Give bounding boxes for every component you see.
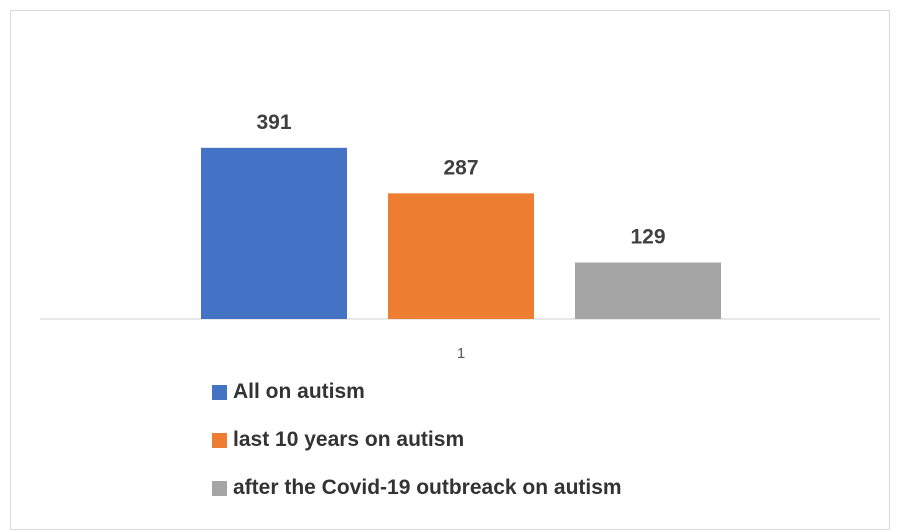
bars-group	[201, 147, 721, 319]
bar-2	[388, 193, 534, 319]
legend: All on autism last 10 years on autism af…	[212, 380, 622, 524]
data-labels-group: 391 287 129	[256, 111, 665, 249]
legend-item-all-on-autism: All on autism	[212, 380, 622, 404]
x-tick-label: 1	[457, 345, 465, 362]
legend-label: after the Covid-19 outbreack on autism	[233, 476, 622, 499]
legend-swatch	[212, 384, 227, 400]
legend-label: All on autism	[233, 380, 365, 403]
legend-item-last-10-years: last 10 years on autism	[212, 428, 622, 452]
data-label-1: 391	[256, 111, 291, 134]
data-label-3: 129	[630, 226, 665, 249]
legend-swatch	[212, 480, 227, 496]
data-label-2: 287	[443, 156, 478, 179]
legend-label: last 10 years on autism	[233, 428, 465, 451]
bar-3	[575, 262, 721, 319]
legend-item-after-covid: after the Covid-19 outbreack on autism	[212, 476, 622, 500]
legend-swatch	[212, 432, 227, 448]
bar-1	[201, 147, 347, 319]
